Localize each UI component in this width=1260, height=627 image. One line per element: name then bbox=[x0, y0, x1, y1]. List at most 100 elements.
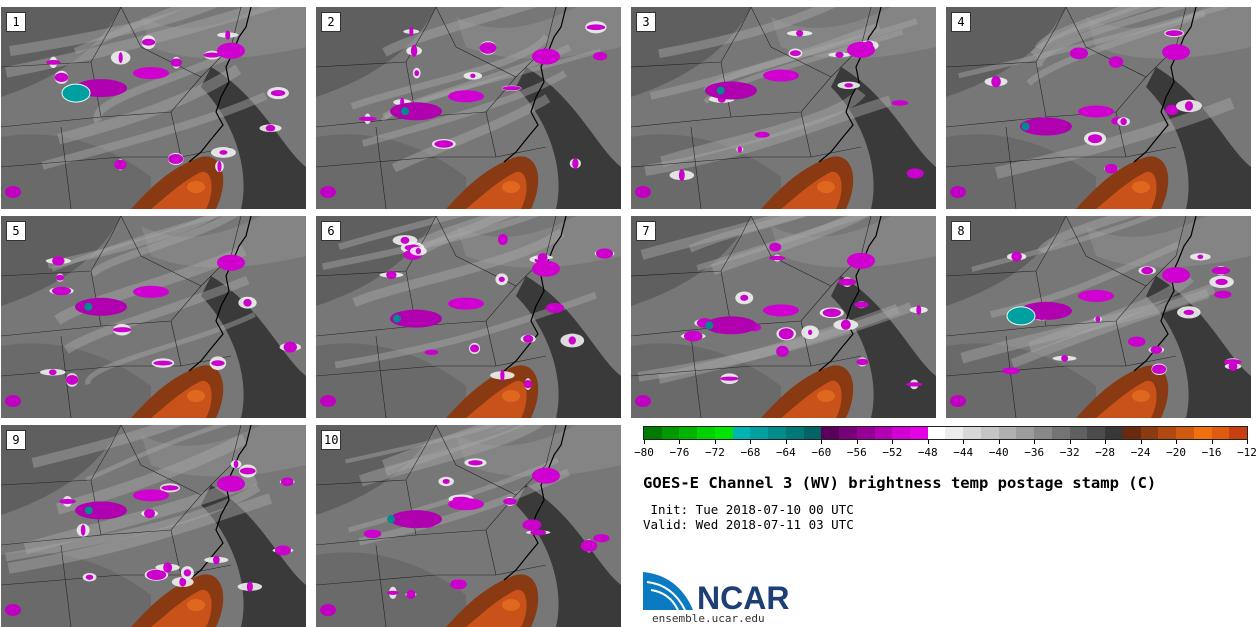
colorbar-cell bbox=[1034, 427, 1052, 439]
colorbar-cell bbox=[1140, 427, 1159, 439]
wv-map bbox=[631, 216, 936, 418]
panel-number: 4 bbox=[951, 12, 971, 32]
colorbar bbox=[643, 426, 1248, 440]
colorbar-cell bbox=[1229, 427, 1247, 439]
colorbar-cell bbox=[785, 427, 804, 439]
colorbar-cell bbox=[1051, 427, 1070, 439]
colorbar-tick-mark bbox=[1105, 440, 1107, 444]
colorbar-cell bbox=[1069, 427, 1088, 439]
colorbar-cell bbox=[1016, 427, 1035, 439]
colorbar-tick-label: −68 bbox=[740, 446, 761, 459]
colorbar-cell bbox=[768, 427, 786, 439]
colorbar-cell bbox=[697, 427, 715, 439]
colorbar-tick-mark bbox=[1176, 440, 1178, 444]
colorbar-cell bbox=[874, 427, 893, 439]
member-panel-1: 1 bbox=[1, 7, 306, 209]
colorbar-cell bbox=[998, 427, 1017, 439]
colorbar-cell bbox=[1087, 427, 1106, 439]
figure-title: GOES-E Channel 3 (WV) brightness temp po… bbox=[643, 474, 1157, 492]
colorbar-cell bbox=[1158, 427, 1177, 439]
colorbar-tick-label: −40 bbox=[988, 446, 1009, 459]
logo-url: ensemble.ucar.edu bbox=[652, 612, 765, 625]
panel-number: 10 bbox=[321, 430, 342, 450]
colorbar-tick-label: −64 bbox=[775, 446, 796, 459]
colorbar-cell bbox=[980, 427, 999, 439]
panel-number: 2 bbox=[321, 12, 341, 32]
colorbar-cell bbox=[1193, 427, 1212, 439]
panel-number: 7 bbox=[636, 221, 656, 241]
panel-number: 8 bbox=[951, 221, 971, 241]
colorbar-tick-label: −44 bbox=[953, 446, 974, 459]
init-time: Init: Tue 2018-07-10 00 UTC bbox=[643, 502, 854, 517]
colorbar-cell bbox=[1105, 427, 1123, 439]
colorbar-cell bbox=[1211, 427, 1230, 439]
colorbar-cell bbox=[679, 427, 698, 439]
colorbar-tick-mark bbox=[714, 440, 716, 444]
wv-map bbox=[1, 425, 306, 627]
member-panel-2: 2 bbox=[316, 7, 621, 209]
colorbar-cell bbox=[661, 427, 680, 439]
colorbar-cell bbox=[750, 427, 769, 439]
colorbar-cell bbox=[732, 427, 751, 439]
colorbar-cell bbox=[821, 427, 840, 439]
member-panel-9: 9 bbox=[1, 425, 306, 627]
ncar-logo: NCAR bbox=[643, 572, 789, 616]
colorbar-tick-mark bbox=[679, 440, 681, 444]
colorbar-tick-mark bbox=[785, 440, 787, 444]
panel-number: 3 bbox=[636, 12, 656, 32]
valid-time: Valid: Wed 2018-07-11 03 UTC bbox=[643, 517, 854, 532]
colorbar-tick-label: −36 bbox=[1024, 446, 1045, 459]
colorbar-tick-mark bbox=[1247, 440, 1248, 444]
colorbar-cell bbox=[963, 427, 981, 439]
colorbar-tick-label: −76 bbox=[669, 446, 690, 459]
colorbar-cell bbox=[856, 427, 875, 439]
colorbar-tick-mark bbox=[892, 440, 894, 444]
colorbar-tick-mark bbox=[750, 440, 752, 444]
panel-number: 5 bbox=[6, 221, 26, 241]
colorbar-tick-mark bbox=[927, 440, 929, 444]
colorbar-tick-label: −72 bbox=[705, 446, 725, 459]
colorbar-cell bbox=[644, 427, 662, 439]
wv-map bbox=[946, 216, 1251, 418]
colorbar-tick-mark bbox=[644, 440, 645, 444]
wv-map bbox=[946, 7, 1251, 209]
member-panel-10: 10 bbox=[316, 425, 621, 627]
colorbar-tick-label: −20 bbox=[1166, 446, 1186, 459]
colorbar-cell bbox=[1122, 427, 1141, 439]
member-panel-8: 8 bbox=[946, 216, 1251, 418]
logo-text: NCAR bbox=[697, 580, 789, 616]
colorbar-cell bbox=[839, 427, 857, 439]
colorbar-tick-label: −80 bbox=[634, 446, 654, 459]
colorbar-tick-label: −24 bbox=[1130, 446, 1151, 459]
colorbar-cell bbox=[892, 427, 911, 439]
colorbar-tick-label: −60 bbox=[811, 446, 832, 459]
colorbar-tick-label: −48 bbox=[917, 446, 938, 459]
member-panel-7: 7 bbox=[631, 216, 936, 418]
wv-map bbox=[316, 7, 621, 209]
member-panel-6: 6 bbox=[316, 216, 621, 418]
colorbar-tick-mark bbox=[856, 440, 858, 444]
colorbar-tick-label: −12 bbox=[1237, 446, 1257, 459]
colorbar-tick-mark bbox=[998, 440, 1000, 444]
colorbar-tick-label: −52 bbox=[882, 446, 903, 459]
colorbar-tick-mark bbox=[1069, 440, 1071, 444]
colorbar-tick-mark bbox=[1140, 440, 1142, 444]
wv-map bbox=[316, 425, 621, 627]
colorbar-cell bbox=[910, 427, 928, 439]
colorbar-tick-mark bbox=[821, 440, 823, 444]
colorbar-tick-label: −32 bbox=[1059, 446, 1080, 459]
wv-map bbox=[1, 216, 306, 418]
panel-number: 1 bbox=[6, 12, 26, 32]
panel-number: 6 bbox=[321, 221, 341, 241]
colorbar-cell bbox=[1176, 427, 1194, 439]
panel-number: 9 bbox=[6, 430, 26, 450]
colorbar-tick-label: −56 bbox=[846, 446, 867, 459]
member-panel-5: 5 bbox=[1, 216, 306, 418]
wv-map bbox=[631, 7, 936, 209]
colorbar-tick-label: −16 bbox=[1201, 446, 1222, 459]
colorbar-cell bbox=[927, 427, 946, 439]
colorbar-cell bbox=[714, 427, 733, 439]
wv-map bbox=[1, 7, 306, 209]
colorbar-cell bbox=[945, 427, 964, 439]
member-panel-4: 4 bbox=[946, 7, 1251, 209]
